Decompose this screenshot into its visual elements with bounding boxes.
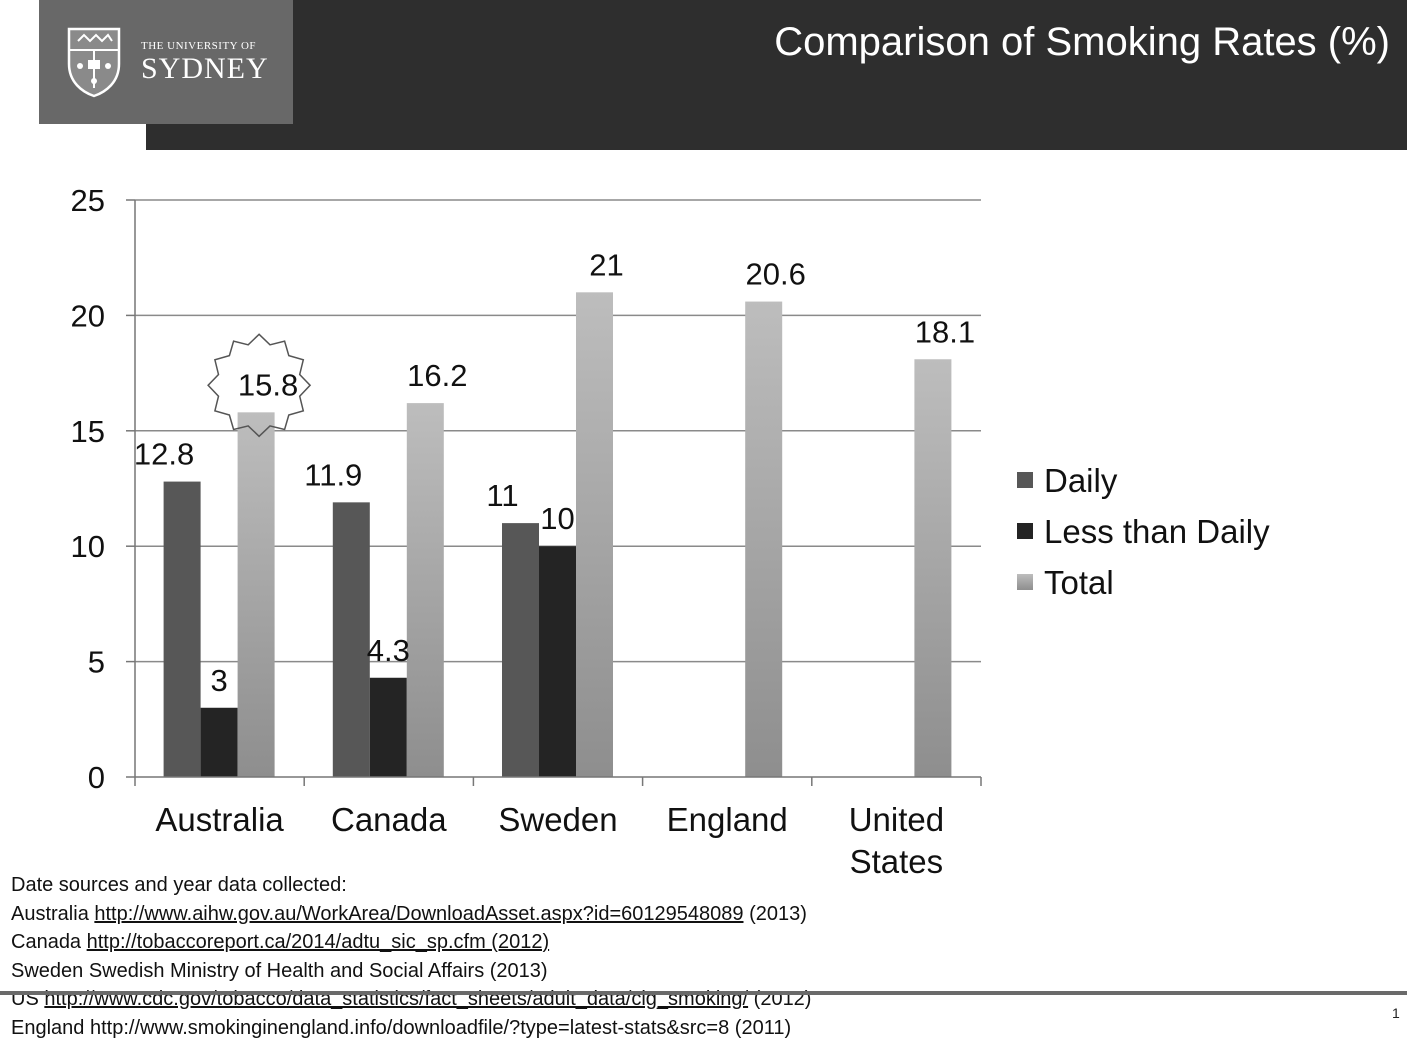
- y-tick-label: 25: [71, 183, 105, 218]
- university-crest-icon: [66, 26, 122, 98]
- source-label: Australia: [11, 903, 89, 925]
- legend-swatch: [1017, 574, 1033, 590]
- source-year: (2013): [749, 903, 807, 925]
- source-year: Swedish Ministry of Health and Social Af…: [89, 960, 548, 982]
- bar-daily: [502, 523, 539, 777]
- legend-label: Less than Daily: [1044, 513, 1270, 550]
- bar-total: [407, 403, 444, 777]
- source-line-canada: Canada http://tobaccoreport.ca/2014/adtu…: [11, 928, 811, 957]
- legend-label: Total: [1044, 564, 1114, 601]
- data-label: 3: [210, 663, 227, 698]
- bar-daily: [333, 502, 370, 777]
- y-axis-ticks: 0 5 10 15 20 25: [71, 183, 105, 795]
- source-link-australia[interactable]: http://www.aihw.gov.au/WorkArea/Download…: [94, 903, 743, 925]
- logo-text-small: THE UNIVERSITY OF: [141, 40, 256, 52]
- source-label: England: [11, 1017, 84, 1039]
- sources-heading: Date sources and year data collected:: [11, 871, 811, 900]
- data-sources: Date sources and year data collected: Au…: [11, 871, 811, 1042]
- legend-swatch: [1017, 523, 1033, 539]
- bar-less-than-daily: [201, 708, 238, 777]
- bar-total: [238, 412, 275, 777]
- bar-less-than-daily: [370, 678, 407, 777]
- bar-less-than-daily: [539, 546, 576, 777]
- x-tick-label: Canada: [331, 801, 447, 838]
- legend: Daily Less than Daily Total: [1017, 462, 1270, 601]
- data-label: 10: [540, 501, 574, 536]
- data-label: 20.6: [746, 257, 806, 292]
- y-tick-label: 15: [71, 414, 105, 449]
- legend-label: Daily: [1044, 462, 1118, 499]
- university-logo: THE UNIVERSITY OF SYDNEY: [39, 0, 293, 124]
- source-link-england[interactable]: http://www.smokinginengland.info/downloa…: [90, 1017, 729, 1039]
- source-line-australia: Australia http://www.aihw.gov.au/WorkAre…: [11, 900, 811, 929]
- data-label: 12.8: [134, 437, 194, 472]
- source-label: Canada: [11, 931, 81, 953]
- bar-total: [745, 302, 782, 777]
- bar-chart: 0 5 10 15 20 25 Australia Canada Sweden England U…: [0, 150, 1417, 880]
- data-label: 21: [589, 247, 623, 282]
- source-line-us: US http://www.cdc.gov/tobacco/data_stati…: [11, 985, 811, 1014]
- x-tick-label: Sweden: [498, 801, 617, 838]
- y-tick-label: 20: [71, 298, 105, 333]
- slide-title: Comparison of Smoking Rates (%): [774, 20, 1390, 65]
- y-tick-label: 10: [71, 529, 105, 564]
- source-link-canada[interactable]: http://tobaccoreport.ca/2014/adtu_sic_sp…: [87, 931, 550, 953]
- source-year: (2011): [735, 1017, 791, 1039]
- data-label: 11: [486, 478, 518, 513]
- data-label: 4.3: [367, 633, 410, 668]
- footer-rule: [0, 991, 1407, 995]
- x-tick-label: States: [850, 843, 944, 880]
- bar-daily: [164, 482, 201, 777]
- x-tick-label: England: [667, 801, 788, 838]
- x-axis-labels: Australia Canada Sweden England United States: [155, 801, 944, 880]
- data-label: 18.1: [915, 314, 975, 349]
- bar-total: [914, 359, 951, 777]
- source-label: Sweden: [11, 960, 83, 982]
- data-label: 16.2: [407, 358, 467, 393]
- bar-total: [576, 292, 613, 777]
- data-label: 15.8: [238, 367, 298, 402]
- page-number: 1: [1392, 1005, 1400, 1021]
- data-label: 11.9: [304, 457, 362, 492]
- logo-text-large: SYDNEY: [141, 52, 269, 86]
- x-tick-label: United: [849, 801, 944, 838]
- y-tick-label: 0: [88, 760, 105, 795]
- x-tick-label: Australia: [155, 801, 284, 838]
- source-line-sweden: Sweden Swedish Ministry of Health and So…: [11, 957, 811, 986]
- y-tick-label: 5: [88, 645, 105, 680]
- source-line-england: England http://www.smokinginengland.info…: [11, 1014, 811, 1042]
- legend-swatch: [1017, 472, 1033, 488]
